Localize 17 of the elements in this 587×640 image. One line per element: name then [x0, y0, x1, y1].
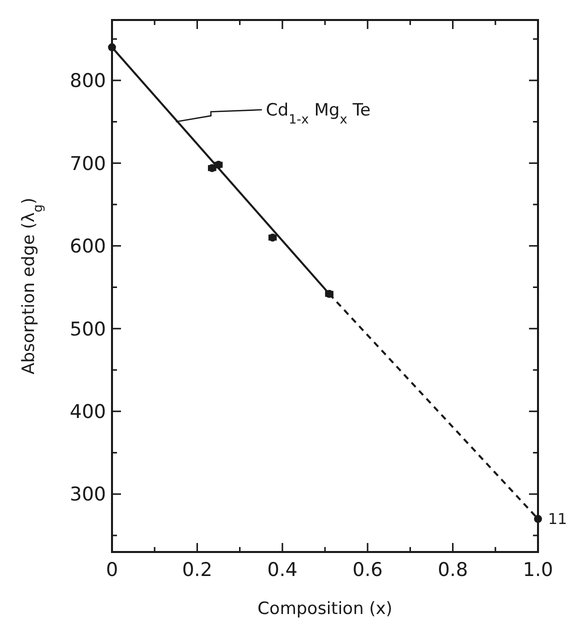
- y-tick-label: 800: [70, 70, 106, 92]
- x-axis-title: Composition (x): [258, 599, 392, 619]
- annotation: 11: [548, 510, 568, 528]
- x-tick-label: 0.6: [352, 559, 383, 581]
- y-tick-label: 600: [70, 236, 106, 258]
- x-tick-label: 0.8: [438, 559, 468, 581]
- point: [534, 514, 542, 523]
- x-tick-label: 0.2: [182, 559, 212, 581]
- point: [108, 43, 116, 52]
- y-tick-label: 400: [70, 400, 106, 423]
- x-tick-label: 0.4: [267, 559, 298, 581]
- x-tick-label: 0: [106, 559, 118, 581]
- y-tick-label: 300: [70, 484, 106, 506]
- annotation: Cd$_{1-x}$ Mg$_{x}$ Te: [266, 100, 371, 128]
- y-tick-label: 700: [70, 152, 106, 175]
- y-tick-label: 500: [70, 318, 106, 340]
- x-tick-label: 1.0: [522, 559, 554, 581]
